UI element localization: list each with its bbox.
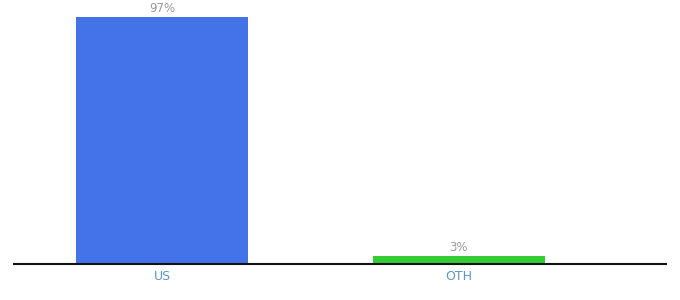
Bar <box>373 256 545 264</box>
Bar <box>76 16 248 264</box>
Text: 97%: 97% <box>149 2 175 15</box>
Text: 3%: 3% <box>449 241 468 254</box>
